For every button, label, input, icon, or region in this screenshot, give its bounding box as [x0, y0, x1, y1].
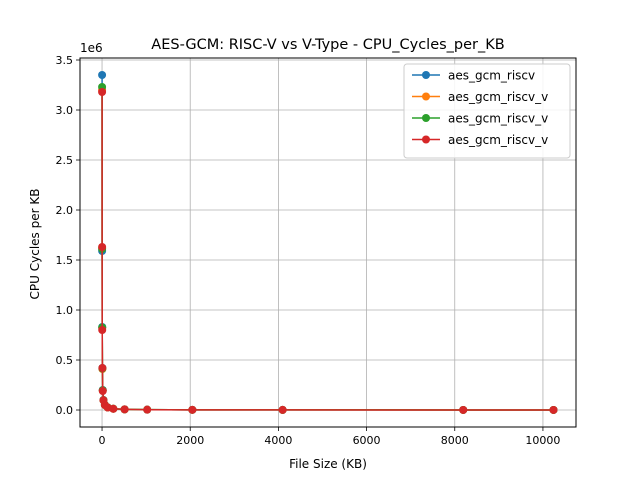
data-point [98, 364, 107, 372]
y-tick-label: 0.5 [56, 354, 74, 367]
y-tick-label: 3.5 [56, 54, 74, 67]
chart-title: AES-GCM: RISC-V vs V-Type - CPU_Cycles_p… [151, 37, 504, 53]
legend: aes_gcm_riscv aes_gcm_riscv_v aes_gcm_risc… [403, 63, 571, 159]
y-tick-label: 0.0 [56, 404, 74, 417]
data-point [188, 405, 197, 414]
data-point [98, 88, 107, 96]
y-tick-label: 3.0 [56, 104, 74, 117]
y-tick-label: 2.0 [56, 204, 74, 217]
data-point [98, 326, 107, 334]
legend-item: aes_gcm_riscv_v [412, 112, 548, 126]
plot-frame [79, 57, 577, 428]
y-axis: 0.0 0.5 1.0 1.5 2.0 2.5 3.0 3.5 [56, 54, 80, 417]
legend-label: aes_gcm_riscv_v [448, 90, 548, 104]
data-point [98, 243, 107, 251]
data-point [143, 405, 152, 414]
legend-label: aes_gcm_riscv_v [448, 112, 548, 126]
y-tick-label: 2.5 [56, 154, 74, 167]
x-tick-label: 10000 [525, 434, 560, 447]
data-point [120, 405, 129, 414]
data-point [109, 404, 118, 413]
series-3 [98, 88, 558, 414]
x-tick-label: 2000 [176, 434, 204, 447]
x-tick-label: 8000 [441, 434, 469, 447]
legend-item: aes_gcm_riscv_v [412, 133, 548, 147]
x-tick-label: 4000 [264, 434, 292, 447]
legend-item: aes_gcm_riscv_v [412, 90, 548, 104]
data-point [278, 405, 287, 414]
legend-box [403, 63, 571, 159]
x-axis-label: File Size (KB) [289, 457, 367, 471]
data-point [459, 405, 468, 414]
y-axis-label: CPU Cycles per KB [28, 189, 42, 300]
y-tick-label: 1.0 [56, 304, 74, 317]
series-layer [98, 71, 558, 414]
y-axis-multiplier: 1e6 [80, 41, 103, 55]
legend-label: aes_gcm_riscv_v [448, 133, 548, 147]
legend-marker [422, 71, 430, 79]
data-point [549, 405, 558, 414]
legend-item: aes_gcm_riscv [412, 69, 535, 83]
x-axis: 0 2000 4000 6000 8000 10000 [99, 427, 560, 447]
x-tick-label: 6000 [353, 434, 381, 447]
data-point [98, 387, 107, 395]
legend-marker [422, 92, 430, 101]
data-point [98, 71, 107, 79]
legend-marker [422, 114, 430, 122]
y-tick-label: 1.5 [56, 254, 74, 267]
x-tick-label: 0 [99, 434, 106, 447]
legend-label: aes_gcm_riscv [448, 69, 535, 83]
legend-marker [422, 135, 430, 144]
